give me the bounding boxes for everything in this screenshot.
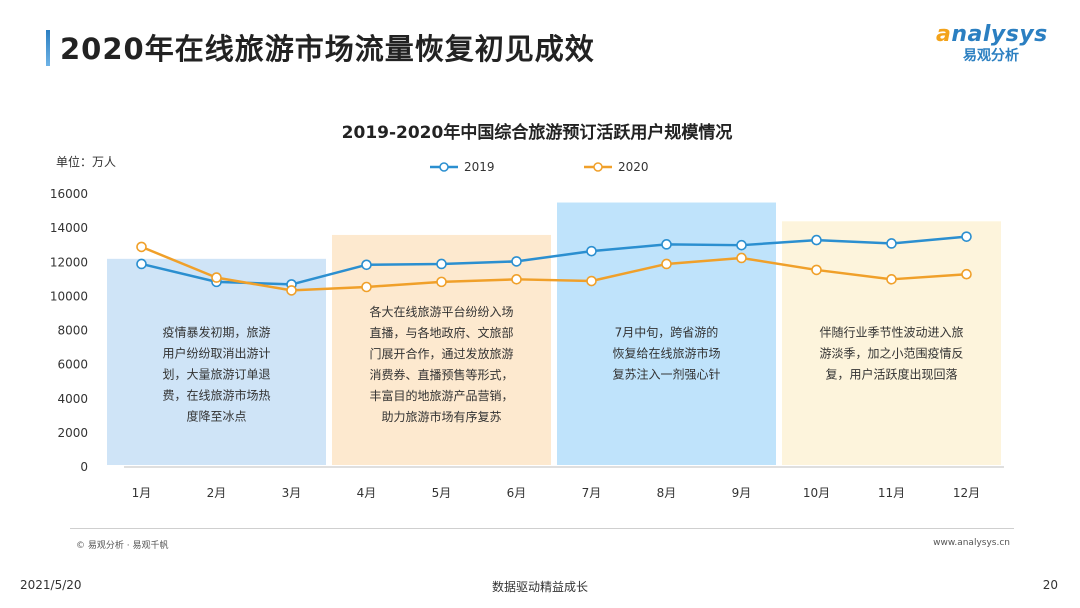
data-point-2019 [136, 258, 147, 270]
line-chart: 疫情暴发初期，旅游用户纷纷取消出游计划，大量旅游订单退费，在线旅游市场热度降至冰… [50, 122, 1004, 500]
data-point-2020 [211, 272, 222, 283]
data-point-2020 [961, 268, 972, 280]
y-tick-label: 6000 [57, 358, 88, 372]
page-number: 20 [1042, 578, 1058, 592]
data-point-2020 [736, 252, 747, 264]
data-point-2020 [361, 281, 372, 293]
data-point-2019 [736, 239, 747, 251]
annotation-line: 直播，与各地政府、文旅部 [369, 325, 513, 340]
website: www.analysys.cn [933, 538, 1010, 548]
data-point-2019 [511, 256, 522, 267]
data-point-2019 [661, 239, 672, 250]
annotation-line: 伴随行业季节性波动进入旅 [819, 325, 963, 340]
unit-label: 单位：万人 [56, 154, 116, 169]
legend-marker-2019 [439, 162, 449, 172]
x-tick-label: 8月 [657, 486, 677, 500]
annotation-line: 费，在线旅游市场热 [162, 388, 270, 403]
annotation-line: 疫情暴发初期，旅游 [162, 325, 270, 340]
series-line-2019 [141, 235, 967, 286]
annotation-line: 度降至冰点 [186, 409, 246, 424]
x-tick-label: 2月 [207, 486, 227, 500]
annotation-line: 丰富目的地旅游产品营销， [369, 388, 513, 403]
x-axis-ticks: 1月 2月 3月 4月 5月 6月 7月 8月 9月 10月 11月 12月 [132, 486, 980, 500]
x-tick-label: 11月 [878, 486, 905, 500]
report-date: 2021/5/20 [20, 578, 82, 592]
x-tick-label: 9月 [732, 486, 752, 500]
annotation-line: 划，大量旅游订单退 [162, 368, 270, 382]
x-tick-label: 10月 [803, 486, 830, 500]
period-band [332, 234, 551, 465]
slogan: 数据驱动精益成长 [491, 580, 588, 594]
y-tick-label: 0 [80, 460, 88, 474]
period-annotations: 疫情暴发初期，旅游用户纷纷取消出游计划，大量旅游订单退费，在线旅游市场热度降至冰… [162, 304, 963, 424]
x-tick-label: 7月 [582, 486, 602, 500]
data-point-2019 [961, 231, 972, 242]
footer-divider [70, 528, 1014, 529]
data-point-2019 [586, 245, 597, 257]
y-tick-label: 16000 [50, 187, 88, 201]
data-point-2020 [661, 258, 672, 270]
series-lines [141, 235, 967, 292]
y-tick-label: 14000 [50, 221, 88, 235]
annotation-line: 各大在线旅游平台纷纷入场 [369, 304, 513, 319]
y-tick-label: 8000 [57, 324, 88, 338]
period-band [782, 221, 1001, 465]
data-point-2020 [436, 276, 447, 288]
y-tick-label: 12000 [50, 255, 88, 269]
legend-label: 2019 [464, 160, 495, 174]
data-point-2019 [361, 259, 372, 271]
data-point-2020 [286, 285, 297, 296]
chart-title: 2019-2020年中国综合旅游预订活跃用户规模情况 [342, 122, 733, 143]
title-accent-bar [46, 30, 50, 66]
chart-legend: 2019 2020 [430, 160, 649, 174]
legend-label: 2020 [618, 160, 649, 174]
annotation-line: 复苏注入一剂强心针 [612, 367, 720, 382]
series-markers [136, 231, 972, 296]
data-point-2020 [811, 264, 822, 276]
data-point-2020 [136, 241, 147, 253]
logo-wordmark: analysys [936, 22, 1048, 47]
page-title: 2020年在线旅游市场流量恢复初见成效 [60, 32, 595, 66]
annotation-line: 游淡季，加之小范围疫情反 [819, 346, 963, 361]
y-axis-ticks: 0 2000 4000 6000 8000 10000 12000 14000 16000 [50, 187, 88, 474]
x-tick-label: 5月 [432, 486, 452, 500]
annotation-line: 门展开合作，通过发放旅游 [369, 346, 513, 361]
series-line-2020 [141, 245, 967, 292]
legend-marker-2020 [593, 162, 603, 172]
annotation-line: 恢复给在线旅游市场 [612, 346, 720, 361]
data-point-2019 [811, 234, 822, 246]
y-tick-label: 10000 [50, 289, 88, 303]
x-tick-label: 12月 [953, 486, 980, 500]
data-point-2020 [511, 274, 522, 285]
logo-chinese: 易观分析 [963, 48, 1019, 64]
x-tick-label: 6月 [507, 486, 527, 500]
data-point-2020 [886, 274, 897, 285]
y-tick-label: 2000 [57, 426, 88, 440]
data-point-2019 [886, 238, 897, 249]
data-point-2019 [436, 258, 447, 270]
annotation-line: 7月中旬，跨省游的 [615, 325, 719, 340]
data-point-2020 [586, 275, 597, 287]
annotation-line: 用户纷纷取消出游计 [162, 346, 270, 361]
x-tick-label: 4月 [357, 486, 377, 500]
annotation-line: 消费券、直播预售等形式， [369, 367, 513, 382]
annotation-line: 助力旅游市场有序复苏 [381, 409, 501, 424]
analysys-logo: analysys 易观分析 [936, 22, 1048, 65]
x-tick-label: 1月 [132, 486, 152, 500]
y-tick-label: 4000 [57, 392, 88, 406]
source-note: © 易观分析 · 易观千帆 [76, 541, 169, 551]
annotation-line: 复，用户活跃度出现回落 [825, 367, 957, 382]
x-tick-label: 3月 [282, 486, 302, 500]
